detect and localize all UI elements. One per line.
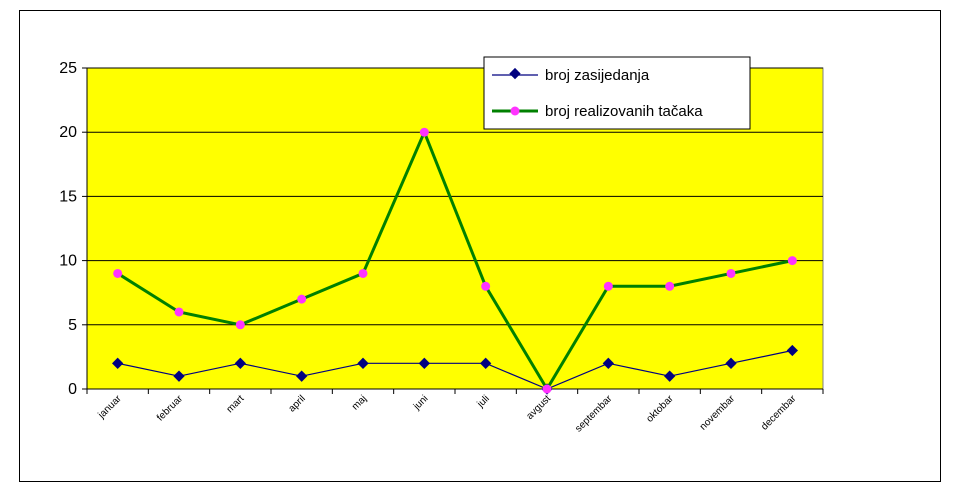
x-tick-label: decembar <box>759 393 799 433</box>
data-point-series-2 <box>297 294 307 304</box>
x-tick-label: avgust <box>525 393 554 422</box>
data-point-series-1 <box>786 344 798 357</box>
series-layer <box>112 127 798 395</box>
x-tick-label: oktobar <box>644 393 676 425</box>
series-line-2 <box>116 128 793 392</box>
x-tick-label: juli <box>475 393 492 410</box>
x-tick-label: novembar <box>698 393 738 433</box>
data-point-series-2 <box>113 268 123 278</box>
data-point-series-1 <box>418 357 430 369</box>
data-point-series-2 <box>542 384 552 394</box>
x-tick-label: septembar <box>573 393 615 435</box>
data-point-series-2 <box>174 307 184 317</box>
data-point-series-2 <box>787 256 797 266</box>
data-point-series-1 <box>234 357 246 369</box>
x-tick-label: mart <box>225 393 247 415</box>
legend: broj zasijedanja broj realizovanih tačak… <box>483 56 751 130</box>
x-tick-label: april <box>287 393 308 414</box>
y-tick-label: 5 <box>68 317 77 334</box>
data-point-series-1 <box>357 357 369 369</box>
data-point-series-2 <box>726 268 736 278</box>
data-point-series-2 <box>603 281 613 291</box>
legend-box <box>483 56 751 130</box>
y-axis: 0 5 10 15 20 25 <box>59 60 88 398</box>
data-point-series-2 <box>481 281 491 291</box>
legend-label-series-1: broj zasijedanja <box>545 67 650 84</box>
data-point-series-2 <box>419 127 429 137</box>
x-tick-label: juni <box>411 393 431 413</box>
data-point-series-1 <box>602 357 614 369</box>
y-tick-label: 20 <box>59 124 77 141</box>
y-tick-label: 0 <box>68 381 77 398</box>
y-tick-label: 25 <box>59 60 77 77</box>
data-point-series-2 <box>358 268 368 278</box>
x-tick-label: januar <box>96 393 125 422</box>
legend-marker-series-2 <box>510 106 520 116</box>
x-tick-label: februar <box>155 393 186 424</box>
data-point-series-2 <box>235 320 245 330</box>
data-point-series-1 <box>173 370 185 382</box>
data-point-series-1 <box>296 370 308 382</box>
legend-marker-series-1 <box>509 67 521 80</box>
series-line-1 <box>117 349 793 390</box>
y-tick-label: 10 <box>59 253 77 270</box>
data-point-series-2 <box>665 281 675 291</box>
y-tick-label: 15 <box>59 188 77 205</box>
legend-label-series-2: broj realizovanih tačaka <box>545 103 703 120</box>
x-tick-label: maj <box>350 393 369 412</box>
data-point-series-1 <box>664 370 676 382</box>
data-point-series-1 <box>480 357 492 369</box>
data-point-series-1 <box>725 357 737 369</box>
x-axis: januar februar mart april maj juni juli avgust s… <box>86 388 824 435</box>
